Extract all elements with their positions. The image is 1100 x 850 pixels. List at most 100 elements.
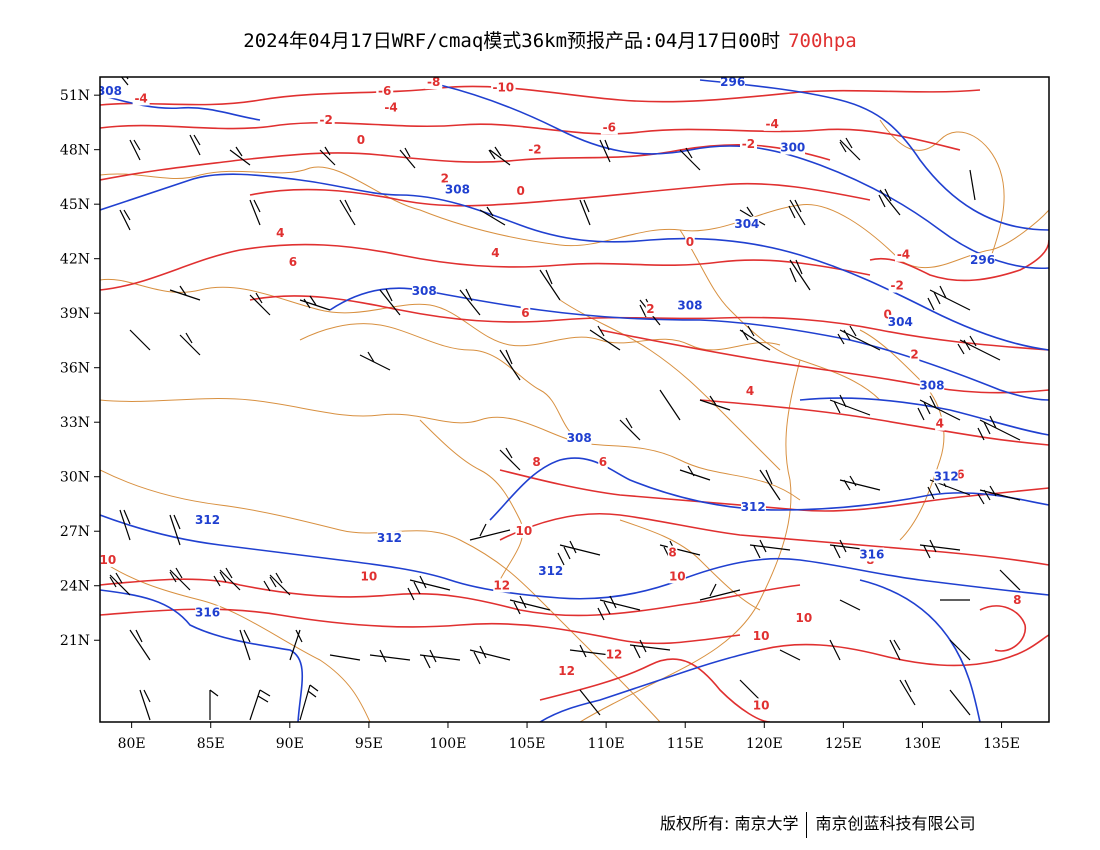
longitude-axis: 80E 85E 90E 95E 100E 105E 110E 115E 120E 125E 130E… bbox=[118, 722, 1020, 752]
wind-barb bbox=[927, 285, 971, 311]
temperature-label: 10 bbox=[669, 569, 686, 583]
wind-barb bbox=[839, 599, 861, 611]
temperature-label: 10 bbox=[361, 569, 378, 583]
wind-barb bbox=[949, 639, 971, 661]
temperature-contour bbox=[100, 121, 961, 151]
height-label-bg bbox=[538, 563, 564, 578]
temperature-label: -2 bbox=[528, 142, 541, 156]
map-layers: -4 -6 -8 -10 -4 -2 -6 -4 0 -2 -2 2 0 4 4 0 -4 6 -2 6 2 0 2 4 4 8 6… bbox=[100, 77, 1049, 722]
lat-tick-label: 51N bbox=[60, 88, 90, 104]
wind-barb bbox=[169, 514, 181, 546]
temperature-label: -2 bbox=[890, 279, 903, 293]
lon-tick-label: 120E bbox=[746, 736, 783, 752]
lat-tick-label: 21N bbox=[60, 633, 90, 649]
temperature-label-bg bbox=[376, 84, 394, 99]
border-lines bbox=[100, 119, 1049, 722]
wind-barb bbox=[969, 169, 976, 201]
temperature-label-bg bbox=[763, 116, 781, 131]
wind-barb bbox=[469, 523, 511, 541]
wind-barb bbox=[579, 689, 601, 716]
temperature-label-bg bbox=[955, 467, 966, 482]
latitude-axis: 51N 48N 45N 42N 39N 36N 33N 30N 27N 24N 21N bbox=[60, 88, 100, 649]
border-line bbox=[419, 419, 524, 581]
temperature-label-bg bbox=[888, 278, 906, 293]
height-contour bbox=[699, 79, 1049, 231]
lat-tick-label: 27N bbox=[60, 524, 90, 540]
temperature-label: 0 bbox=[357, 133, 365, 147]
wind-barb bbox=[569, 644, 611, 658]
temperature-label-bg bbox=[100, 552, 117, 567]
height-label: 312 bbox=[538, 564, 563, 578]
wind-barb bbox=[779, 649, 801, 661]
height-label-bg bbox=[445, 182, 470, 197]
height-label-bg bbox=[740, 500, 766, 515]
lon-tick-label: 135E bbox=[983, 736, 1020, 752]
lon-tick-label: 85E bbox=[197, 736, 225, 752]
height-label-bg bbox=[100, 84, 122, 99]
height-contour bbox=[799, 397, 1049, 436]
footer-separator bbox=[806, 811, 808, 838]
lat-tick-label: 48N bbox=[60, 143, 90, 159]
wind-barb bbox=[139, 689, 151, 721]
temperature-label-bg bbox=[531, 454, 542, 469]
temperature-label-bg bbox=[667, 545, 678, 560]
temperature-label: 4 bbox=[276, 226, 284, 240]
temperature-label-bg bbox=[645, 302, 656, 317]
temperature-contour bbox=[100, 85, 981, 106]
temperature-label: -4 bbox=[134, 91, 147, 105]
height-label-bg bbox=[411, 284, 437, 299]
company-name: 南京创蓝科技有限公司 bbox=[815, 814, 976, 833]
temperature-label: 12 bbox=[558, 664, 575, 678]
wind-barb bbox=[749, 539, 791, 559]
wind-barb bbox=[249, 292, 271, 316]
temperature-label-bg bbox=[526, 142, 544, 157]
temperature-label-bg bbox=[515, 523, 533, 538]
lat-tick-label: 42N bbox=[60, 252, 90, 268]
temperature-contour bbox=[869, 239, 1049, 282]
temperature-label: 4 bbox=[746, 384, 754, 398]
temperature-label: 12 bbox=[493, 578, 510, 592]
lat-tick-label: 39N bbox=[60, 306, 90, 322]
wind-barb bbox=[889, 639, 901, 661]
temperature-label-bg bbox=[493, 578, 511, 593]
border-line bbox=[299, 323, 581, 441]
temperature-label-bg bbox=[745, 383, 755, 398]
temperature-label: -4 bbox=[766, 117, 779, 131]
temperature-label: 6 bbox=[521, 306, 529, 320]
temperature-label: 12 bbox=[606, 647, 623, 661]
height-label: 308 bbox=[919, 379, 944, 393]
wind-barb bbox=[878, 188, 901, 216]
wind-barb bbox=[169, 285, 201, 301]
height-label: 308 bbox=[412, 284, 437, 298]
lon-tick-label: 90E bbox=[276, 736, 304, 752]
border-line bbox=[619, 519, 761, 611]
temperature-label-bg bbox=[605, 647, 623, 662]
temperature-label-bg bbox=[882, 307, 893, 322]
wind-barb bbox=[249, 689, 271, 721]
lon-tick-label: 130E bbox=[904, 736, 941, 752]
wind-barb bbox=[739, 325, 771, 351]
temperature-label-bg bbox=[520, 305, 531, 320]
temperature-label-bg bbox=[795, 611, 813, 626]
height-label-bg bbox=[195, 512, 220, 527]
temperature-label: 0 bbox=[517, 184, 525, 198]
height-contour bbox=[100, 94, 261, 121]
border-line bbox=[559, 299, 781, 471]
wind-barb bbox=[479, 206, 506, 226]
temperature-contour bbox=[759, 634, 1049, 667]
lat-tick-label: 36N bbox=[60, 361, 90, 377]
temperature-label: 4 bbox=[936, 417, 944, 431]
wind-barb bbox=[829, 639, 841, 661]
wind-barb bbox=[179, 332, 201, 356]
border-line bbox=[879, 119, 1005, 261]
height-label-bg bbox=[933, 469, 959, 484]
temperature-contour bbox=[100, 578, 801, 617]
temperature-label-bg bbox=[440, 171, 450, 186]
temperature-label-bg bbox=[491, 80, 516, 95]
wind-barb bbox=[557, 540, 601, 566]
temperature-label-bg bbox=[490, 245, 501, 260]
temperature-label-bg bbox=[275, 225, 286, 240]
temperature-contour bbox=[699, 399, 1049, 446]
height-label: 296 bbox=[970, 253, 995, 267]
temperature-label: -4 bbox=[384, 101, 397, 115]
